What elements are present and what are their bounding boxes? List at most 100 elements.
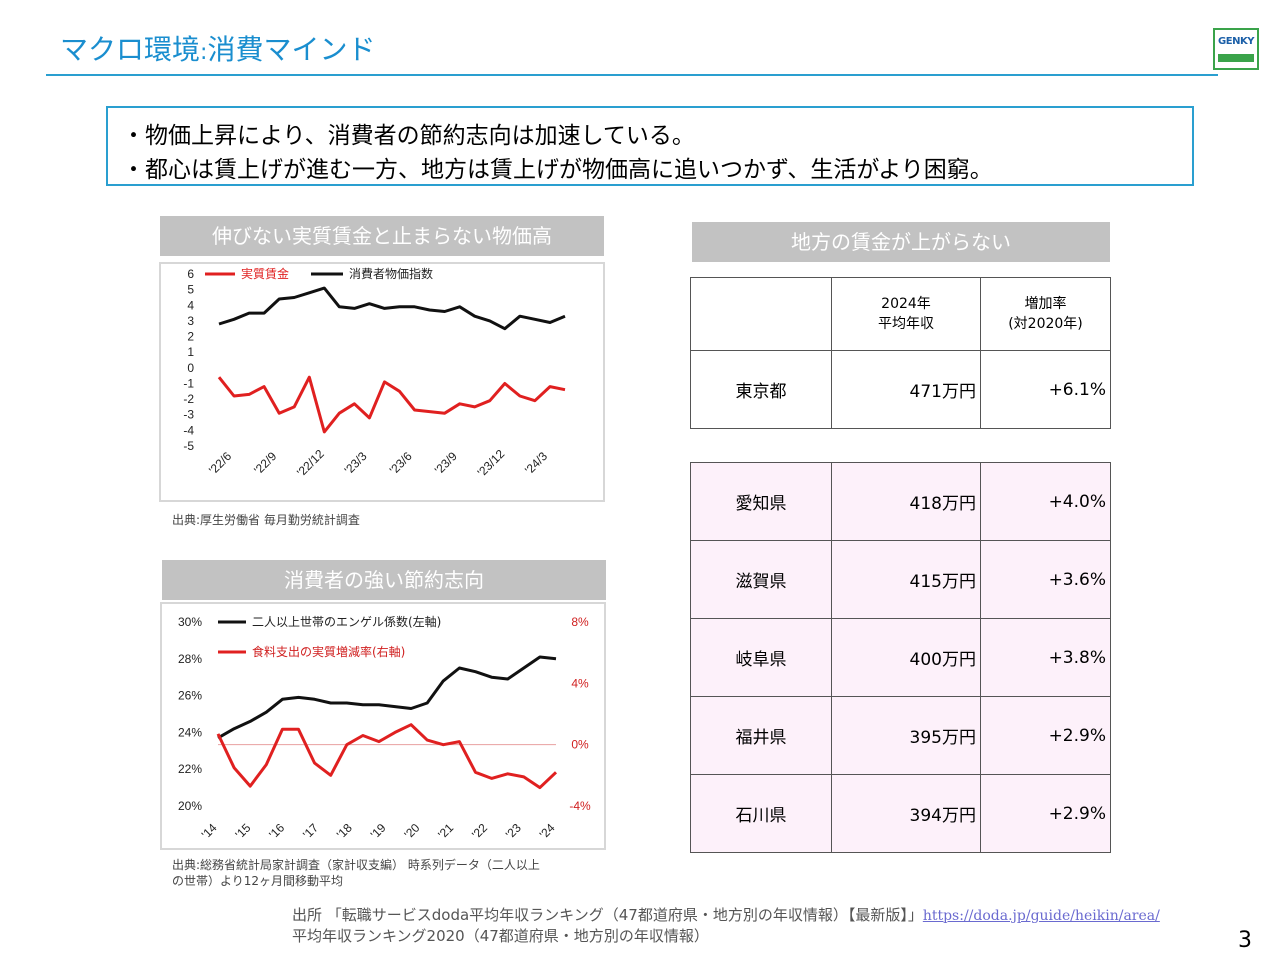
logo-text: GENKY	[1218, 36, 1254, 47]
page-title: マクロ環境:消費マインド	[60, 33, 376, 66]
chart1-x-tick-label: '23/3	[342, 449, 370, 477]
chart2-source-line-2: の世帯）より12ヶ月間移動平均	[172, 874, 344, 888]
head-rate-line-1: 増加率	[1024, 296, 1067, 312]
table-row: 愛知県 418万円 +4.0%	[690, 462, 1111, 541]
chart2-source: 出典:総務省統計局家計調査（家計収支編） 時系列データ（二人以上 の世帯）より1…	[172, 857, 540, 889]
pref-cell: 岐阜県	[690, 618, 832, 697]
pref-cell: 石川県	[690, 774, 832, 853]
chart1-x-tick-label: '23/9	[432, 449, 460, 477]
chart1-x-tick-label: '24/3	[522, 449, 550, 477]
chart2-x-tick-label: '22	[469, 820, 490, 841]
chart1-series-line	[218, 286, 566, 331]
head-income-line-1: 2024年	[881, 296, 931, 312]
tokyo-table: 2024年 平均年収 増加率 (対2020年) 東京都 471万円 +6.1%	[690, 277, 1111, 429]
income-cell: 400万円	[831, 618, 981, 697]
chart2-y-left-tick-label: 26%	[178, 689, 202, 703]
chart1-y-tick-label: -5	[183, 439, 194, 453]
chart2-box: 30% 28% 26% 24% 22% 20% 8% 4% 0% -4% '14 '15 '16 '17 '…	[160, 602, 606, 850]
head-income-line-2: 平均年収	[878, 316, 934, 332]
table-row: 福井県 395万円 +2.9%	[690, 696, 1111, 775]
table-head-rate: 増加率 (対2020年)	[980, 277, 1111, 351]
income-cell: 415万円	[831, 540, 981, 619]
chart1-y-tick-label: 5	[187, 283, 194, 297]
rate-cell: +2.9%	[980, 774, 1111, 853]
chart1-series-line	[217, 375, 566, 434]
pref-cell: 福井県	[690, 696, 832, 775]
income-cell: 394万円	[831, 774, 981, 853]
table-header: 地方の賃金が上がらない	[692, 222, 1110, 262]
chart1-y-tick-label: -2	[183, 392, 194, 406]
income-cell: 395万円	[831, 696, 981, 775]
footnote-link[interactable]: https://doda.jp/guide/heikin/area/	[922, 908, 1160, 924]
table-row: 岐阜県 400万円 +3.8%	[690, 618, 1111, 697]
footnote-source: 出所 「転職サービスdoda平均年収ランキング（47都道府県・地方別の年収情報）…	[292, 906, 923, 924]
chart2-x-tick-label: '14	[199, 820, 220, 841]
chart2-y-left-tick-label: 20%	[178, 799, 202, 813]
chart1-y-tick-label: 0	[187, 361, 194, 375]
summary-callout: ・物価上昇により、消費者の節約志向は加速している。 ・都心は賃上げが進む一方、地…	[106, 106, 1194, 186]
chart2-x-tick-label: '20	[401, 820, 422, 841]
footnote-line-2: 平均年収ランキング2020（47都道府県・地方別の年収情報）	[292, 927, 709, 945]
chart1-x-tick-label: '23/12	[475, 447, 508, 480]
table-row: 滋賀県 415万円 +3.6%	[690, 540, 1111, 619]
chart1-plot: 6 54 3 21 0-1 -2 -3-4 -5 '22/6 '22/9 '22/12 '23/3 '2…	[183, 266, 566, 480]
chart1-y-tick-label: 2	[187, 330, 194, 344]
rate-cell: +6.1%	[980, 350, 1111, 429]
chart2-y-right-tick-label: 8%	[571, 615, 589, 629]
chart2-y-left-tick-label: 30%	[178, 615, 202, 629]
footnote: 出所 「転職サービスdoda平均年収ランキング（47都道府県・地方別の年収情報）…	[292, 905, 1160, 946]
chart1-x-tick-label: '22/12	[294, 447, 327, 480]
table-row: 石川県 394万円 +2.9%	[690, 774, 1111, 853]
chart1-legend-label: 消費者物価指数	[349, 266, 433, 281]
chart2-y-right-tick-label: -4%	[569, 799, 591, 813]
pref-cell: 滋賀県	[690, 540, 832, 619]
company-logo: GENKY	[1213, 28, 1259, 70]
chart1-legend-label: 実質賃金	[241, 266, 289, 281]
chart2-series-line	[217, 655, 557, 740]
pref-cell: 愛知県	[690, 462, 832, 541]
chart1-y-tick-label: 1	[187, 345, 194, 359]
rate-cell: +3.6%	[980, 540, 1111, 619]
chart1-y-tick-label: 4	[187, 298, 194, 312]
table-head-income: 2024年 平均年収	[831, 277, 981, 351]
table-head-empty	[690, 277, 832, 351]
income-cell: 471万円	[831, 350, 981, 429]
chart1-y-tick-label: -1	[183, 376, 194, 390]
income-cell: 418万円	[831, 462, 981, 541]
rate-cell: +2.9%	[980, 696, 1111, 775]
chart1-y-tick-label: -3	[183, 408, 194, 422]
chart2-x-tick-label: '16	[266, 820, 287, 841]
chart2-x-tick-label: '17	[300, 820, 321, 841]
summary-line-2: ・都心は賃上げが進む一方、地方は賃上げが物価高に追いつかず、生活がより困窮。	[122, 157, 993, 183]
chart1-x-tick-label: '22/6	[206, 449, 234, 477]
chart2-x-tick-label: '18	[334, 820, 355, 841]
chart1-y-tick-label: 6	[187, 267, 194, 281]
pref-cell: 東京都	[690, 350, 832, 429]
regional-table: 愛知県 418万円 +4.0% 滋賀県 415万円 +3.6% 岐阜県 400万…	[690, 462, 1111, 853]
chart1-x-tick-label: '22/9	[251, 449, 279, 477]
head-rate-line-2: (対2020年)	[1008, 316, 1083, 332]
chart1-box: 6 5 4 3 2 1 0 -1 -2 -3 -4 -5 '22/6 '22/9 '22/12 '23/3 '2…	[159, 262, 605, 502]
chart2-x-tick-label: '21	[435, 820, 456, 841]
footnote-line-1: 出所 「転職サービスdoda平均年収ランキング（47都道府県・地方別の年収情報）…	[292, 905, 1160, 926]
title-divider	[46, 74, 1218, 76]
chart2-legend-label: 二人以上世帯のエンゲル係数(左軸)	[252, 614, 441, 629]
chart2-x-tick-label: '24	[537, 820, 558, 841]
table-row-tokyo: 東京都 471万円 +6.1%	[690, 350, 1111, 429]
rate-cell: +3.8%	[980, 618, 1111, 697]
chart2-plot: 30% 28% 26% 24% 22% 20% 8% 4% 0% -4% '14 '15 '16 '17 '…	[178, 614, 591, 842]
chart1-y-tick-label: 3	[187, 314, 194, 328]
chart2-header: 消費者の強い節約志向	[162, 560, 606, 600]
logo-bar	[1218, 54, 1254, 62]
chart1-y-tick-label: -4	[183, 423, 194, 437]
chart2-y-left-tick-label: 22%	[178, 762, 202, 776]
chart2-y-right-tick-label: 0%	[571, 738, 589, 752]
chart2-y-left-tick-label: 28%	[178, 652, 202, 666]
chart2-x-tick-label: '23	[503, 820, 524, 841]
chart2-x-tick-label: '15	[232, 820, 253, 841]
chart2-source-line-1: 出典:総務省統計局家計調査（家計収支編） 時系列データ（二人以上	[172, 858, 540, 872]
table-head-row: 2024年 平均年収 増加率 (対2020年)	[690, 277, 1111, 351]
chart1-x-tick-label: '23/6	[387, 449, 415, 477]
summary-line-1: ・物価上昇により、消費者の節約志向は加速している。	[122, 123, 695, 149]
chart1-header: 伸びない実質賃金と止まらない物価高	[160, 216, 604, 256]
